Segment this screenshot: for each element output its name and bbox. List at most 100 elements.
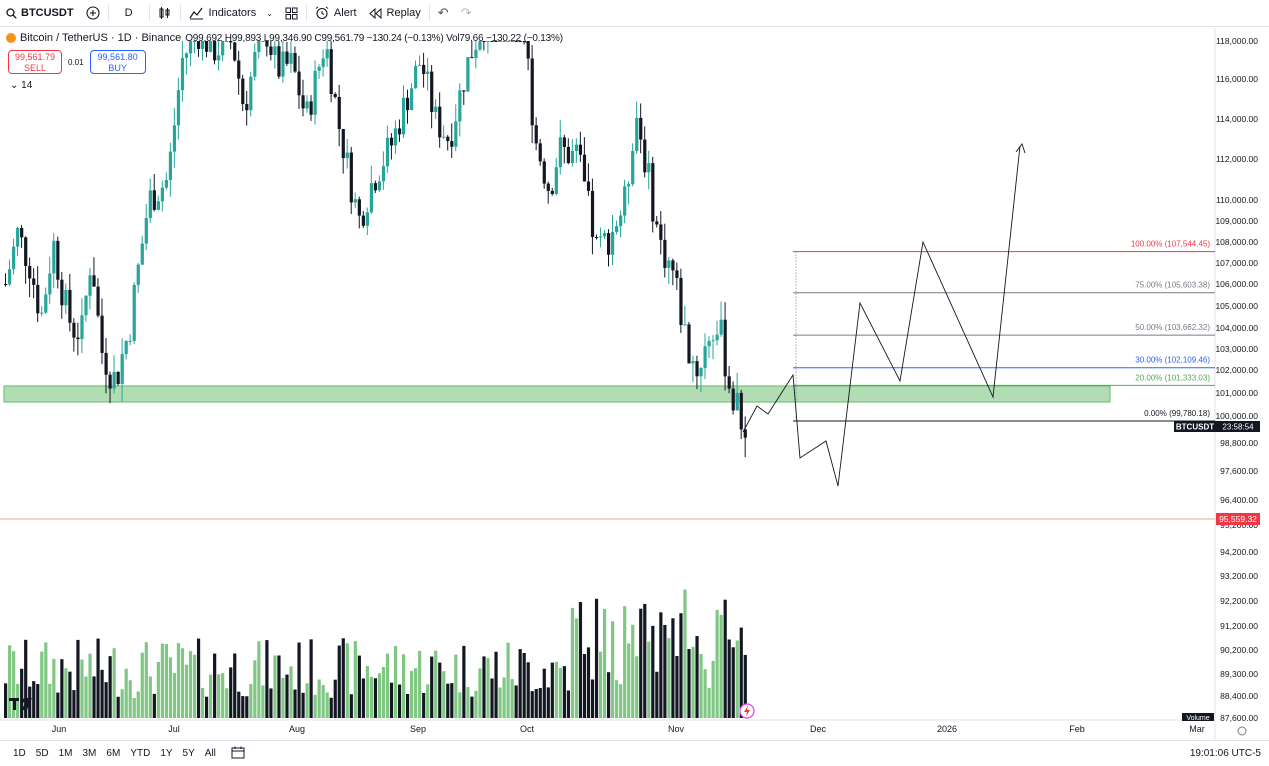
range-button-5d[interactable]: 5D [35, 748, 49, 759]
candle-body [80, 315, 84, 340]
candle-body [514, 41, 518, 42]
volume-bar [699, 653, 703, 718]
buy-button[interactable]: 99,561.80 BUY [89, 50, 146, 74]
bitcoin-icon [6, 33, 16, 43]
volume-bar [594, 598, 599, 718]
price-axis-label: 104,000.00 [1215, 323, 1258, 333]
indicators-button[interactable]: Indicators ⌄ [183, 0, 279, 27]
volume-bar [221, 672, 225, 718]
candle-body [200, 41, 205, 49]
range-button-1y[interactable]: 1Y [160, 748, 173, 759]
volume-bar [112, 648, 116, 718]
volume-bar [582, 654, 587, 718]
chart-canvas[interactable]: 100.00% (107,544.45) 75.00% (105,603.38) 5… [0, 28, 1269, 740]
volume-bar [393, 646, 398, 718]
price-axis-label: 114,000.00 [1216, 114, 1258, 124]
clock[interactable]: 19:01:06 UTC-5 [1189, 748, 1261, 759]
candle-body [132, 284, 136, 341]
candle-body [341, 128, 345, 159]
projection-path[interactable] [742, 143, 1026, 487]
candle-body [659, 224, 663, 240]
alert-button[interactable]: Alert [309, 0, 363, 27]
volume-bar [241, 696, 245, 718]
candle-body [104, 352, 108, 375]
candle-body [245, 104, 249, 111]
candle-body [237, 60, 241, 79]
candle-body [397, 128, 402, 135]
volume-bar [349, 694, 353, 718]
volume-bar [651, 625, 655, 718]
indicators-collapse-button[interactable]: ⌄ 14 [10, 80, 32, 91]
buy-price: 99,561.80 [97, 52, 138, 62]
candle-body [550, 190, 554, 195]
candle-body [333, 94, 337, 97]
interval-button[interactable]: D [111, 0, 147, 27]
price-axis[interactable]: 118,000.00 116,000.00 114,000.00 112,000.00… [0, 36, 1260, 736]
candle-body [723, 319, 727, 377]
redo-button[interactable]: ↷ [455, 0, 478, 27]
volume-bar [695, 636, 699, 718]
candle-body [96, 286, 100, 316]
price-axis-label: 116,000.00 [1216, 74, 1258, 84]
volume-bar [707, 687, 711, 718]
candle-body [349, 152, 353, 203]
volume-bar [607, 672, 611, 718]
volume-bar [510, 679, 514, 718]
layouts-button[interactable] [279, 0, 304, 27]
range-button-ytd[interactable]: YTD [130, 748, 151, 759]
projection-line[interactable] [742, 145, 1021, 487]
volume-bar [470, 696, 474, 718]
divider [428, 5, 430, 21]
volume-bar [663, 624, 667, 718]
volume-bar [659, 612, 663, 718]
replay-button[interactable]: Replay [363, 0, 427, 27]
lightning-icon[interactable] [739, 703, 755, 724]
time-axis[interactable]: Jun Jul Aug Sep Oct Nov Dec 2026 Feb Mar [52, 724, 1205, 734]
alert-price-tag[interactable] [1216, 513, 1260, 525]
chart-type-button[interactable] [152, 0, 178, 27]
compare-button[interactable] [80, 0, 106, 27]
volume-bar [711, 660, 715, 718]
range-button-5y[interactable]: 5Y [182, 748, 195, 759]
volume-bar [631, 624, 635, 718]
volume-bar [104, 682, 108, 718]
volume-bar [209, 674, 213, 718]
calendar-icon[interactable] [231, 746, 245, 762]
volume-bar [301, 692, 305, 718]
price-axis-label: 91,200.00 [1220, 621, 1258, 631]
candle-body [699, 368, 703, 377]
fib-retracement[interactable]: 100.00% (107,544.45) 75.00% (105,603.38) 5… [793, 240, 1215, 422]
symbol-search[interactable]: BTCUSDT [0, 0, 80, 27]
support-zone[interactable] [3, 385, 1111, 403]
settings-gear-icon[interactable] [1237, 726, 1247, 736]
candle-body [590, 190, 595, 237]
fib-level-label: 75.00% (105,603.38) [1135, 281, 1210, 290]
volume-bar [353, 641, 357, 718]
replay-label: Replay [386, 7, 421, 19]
candle-body [377, 181, 382, 191]
tradingview-logo[interactable] [8, 696, 36, 717]
candle-body [257, 41, 261, 52]
price-axis-label: 96,400.00 [1220, 495, 1258, 505]
sell-button[interactable]: 99,561.79 SELL [8, 50, 62, 74]
volume-bar [253, 660, 257, 718]
candle-body [32, 278, 36, 285]
candle-body [602, 233, 607, 237]
range-button-6m[interactable]: 6M [106, 748, 121, 759]
chart-area[interactable]: 100.00% (107,544.45) 75.00% (105,603.38) 5… [0, 28, 1269, 740]
range-button-1m[interactable]: 1M [58, 748, 73, 759]
range-button-3m[interactable]: 3M [82, 748, 97, 759]
candle-body [691, 361, 695, 364]
volume-bar [124, 668, 128, 718]
volume-bar [743, 654, 747, 718]
candle-body [389, 137, 394, 146]
time-axis-label: Jun [52, 724, 67, 734]
collapse-count: 14 [21, 80, 33, 91]
volume-bar [506, 642, 510, 718]
range-button-all[interactable]: All [204, 748, 216, 759]
volume-bar [56, 692, 60, 718]
legend-title[interactable]: Bitcoin / TetherUS · 1D · Binance [20, 32, 182, 44]
undo-button[interactable]: ↶ [432, 0, 455, 27]
candle-body [217, 55, 221, 61]
range-button-1d[interactable]: 1D [13, 748, 26, 759]
